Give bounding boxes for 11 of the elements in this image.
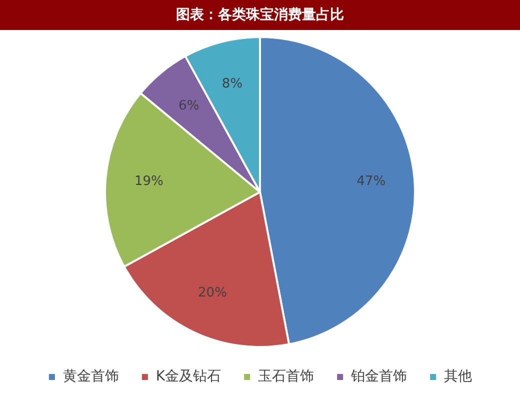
data-label: 20% — [198, 285, 227, 300]
legend-label: 黄金首饰 — [62, 368, 119, 385]
data-label: 19% — [134, 174, 164, 189]
legend-label: K金及钻石 — [156, 368, 222, 385]
data-label: 47% — [356, 174, 386, 189]
data-label: 6% — [178, 98, 200, 114]
chart-title: 图表：各类珠宝消费量占比 — [0, 0, 520, 30]
legend-label: 玉石首饰 — [258, 368, 314, 385]
legend-label: 其他 — [444, 368, 472, 385]
legend-label: 铂金首饰 — [350, 368, 408, 385]
data-label: 8% — [222, 76, 243, 92]
